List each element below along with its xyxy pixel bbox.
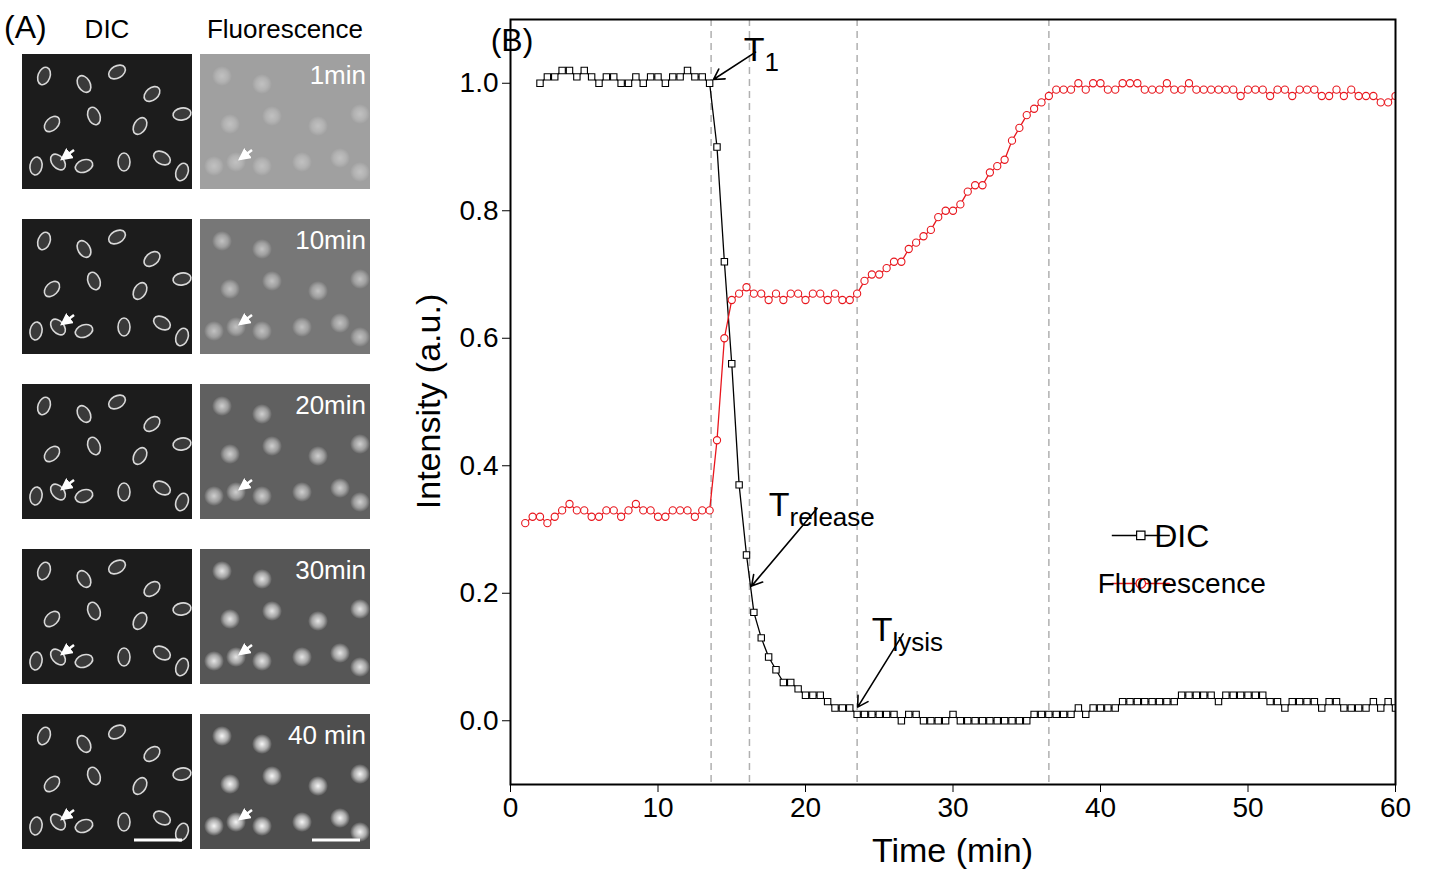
svg-text:20: 20	[790, 792, 821, 823]
svg-text:Fluorescence: Fluorescence	[207, 14, 363, 44]
svg-text:0: 0	[503, 792, 519, 823]
svg-text:DIC: DIC	[85, 14, 130, 44]
svg-text:1min: 1min	[310, 60, 366, 90]
svg-text:DIC: DIC	[1154, 518, 1209, 554]
svg-text:1.0: 1.0	[460, 67, 499, 98]
svg-text:0.8: 0.8	[460, 195, 499, 226]
svg-text:Fluorescence: Fluorescence	[1098, 568, 1266, 599]
svg-text:Tlysis: Tlysis	[872, 610, 943, 657]
svg-text:T1: T1	[744, 30, 779, 77]
svg-text:30min: 30min	[295, 555, 366, 585]
svg-text:20min: 20min	[295, 390, 366, 420]
svg-text:10min: 10min	[295, 225, 366, 255]
svg-text:0.6: 0.6	[460, 322, 499, 353]
svg-text:Intensity (a.u.): Intensity (a.u.)	[409, 294, 447, 509]
svg-text:0.0: 0.0	[460, 705, 499, 736]
svg-text:30: 30	[937, 792, 968, 823]
svg-text:0.4: 0.4	[460, 450, 499, 481]
svg-text:(B): (B)	[491, 22, 534, 58]
svg-text:(A): (A)	[4, 9, 47, 45]
svg-text:0.2: 0.2	[460, 577, 499, 608]
svg-text:Trelease: Trelease	[769, 485, 875, 532]
svg-text:40 min: 40 min	[288, 720, 366, 750]
svg-text:40: 40	[1085, 792, 1116, 823]
svg-text:60: 60	[1380, 792, 1411, 823]
svg-text:10: 10	[642, 792, 673, 823]
svg-text:Time (min): Time (min)	[872, 831, 1033, 869]
svg-text:50: 50	[1232, 792, 1263, 823]
